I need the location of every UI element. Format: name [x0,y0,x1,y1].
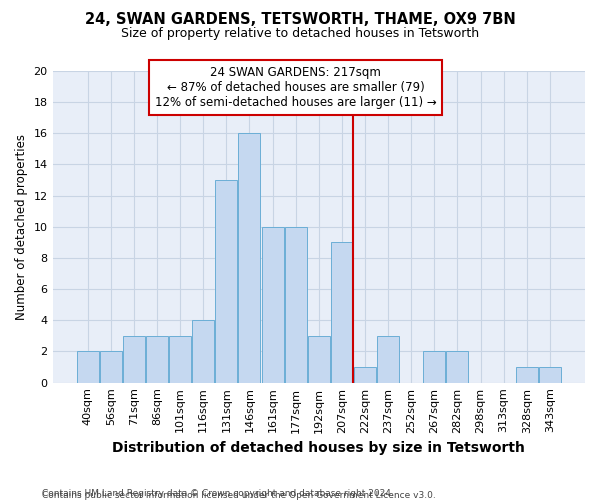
Bar [215,180,238,382]
Bar [308,336,330,382]
Bar [446,352,469,382]
Text: Contains public sector information licensed under the Open Government Licence v3: Contains public sector information licen… [42,491,436,500]
Bar [77,352,98,382]
Bar [516,367,538,382]
Bar [539,367,561,382]
Y-axis label: Number of detached properties: Number of detached properties [15,134,28,320]
X-axis label: Distribution of detached houses by size in Tetsworth: Distribution of detached houses by size … [112,441,525,455]
Bar [262,226,284,382]
Bar [192,320,214,382]
Bar [377,336,399,382]
Bar [100,352,122,382]
Bar [354,367,376,382]
Text: Size of property relative to detached houses in Tetsworth: Size of property relative to detached ho… [121,28,479,40]
Text: Contains HM Land Registry data © Crown copyright and database right 2024.: Contains HM Land Registry data © Crown c… [42,488,394,498]
Bar [169,336,191,382]
Bar [284,226,307,382]
Bar [331,242,353,382]
Bar [424,352,445,382]
Bar [146,336,168,382]
Bar [238,133,260,382]
Bar [123,336,145,382]
Text: 24, SWAN GARDENS, TETSWORTH, THAME, OX9 7BN: 24, SWAN GARDENS, TETSWORTH, THAME, OX9 … [85,12,515,28]
Text: 24 SWAN GARDENS: 217sqm
← 87% of detached houses are smaller (79)
12% of semi-de: 24 SWAN GARDENS: 217sqm ← 87% of detache… [155,66,437,109]
